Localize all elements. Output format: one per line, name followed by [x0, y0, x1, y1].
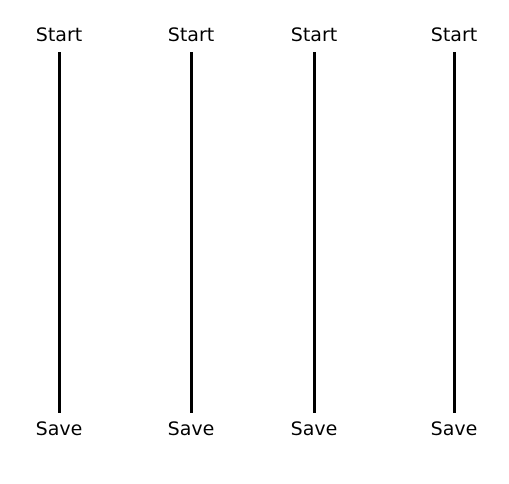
lane-3-line: [312, 52, 316, 413]
lane-4-line: [452, 52, 456, 413]
lane-4-start-label: Start: [430, 24, 478, 46]
lane-4-save-label: Save: [430, 418, 478, 440]
lane-3-save-label: Save: [290, 418, 338, 440]
lane-1-start-label: Start: [35, 24, 83, 46]
lane-1-save-label: Save: [35, 418, 83, 440]
lane-2-start-label: Start: [167, 24, 215, 46]
lane-2-save-label: Save: [167, 418, 215, 440]
lane-3-start-label: Start: [290, 24, 338, 46]
lane-2-line: [189, 52, 193, 413]
lane-1-line: [57, 52, 61, 413]
